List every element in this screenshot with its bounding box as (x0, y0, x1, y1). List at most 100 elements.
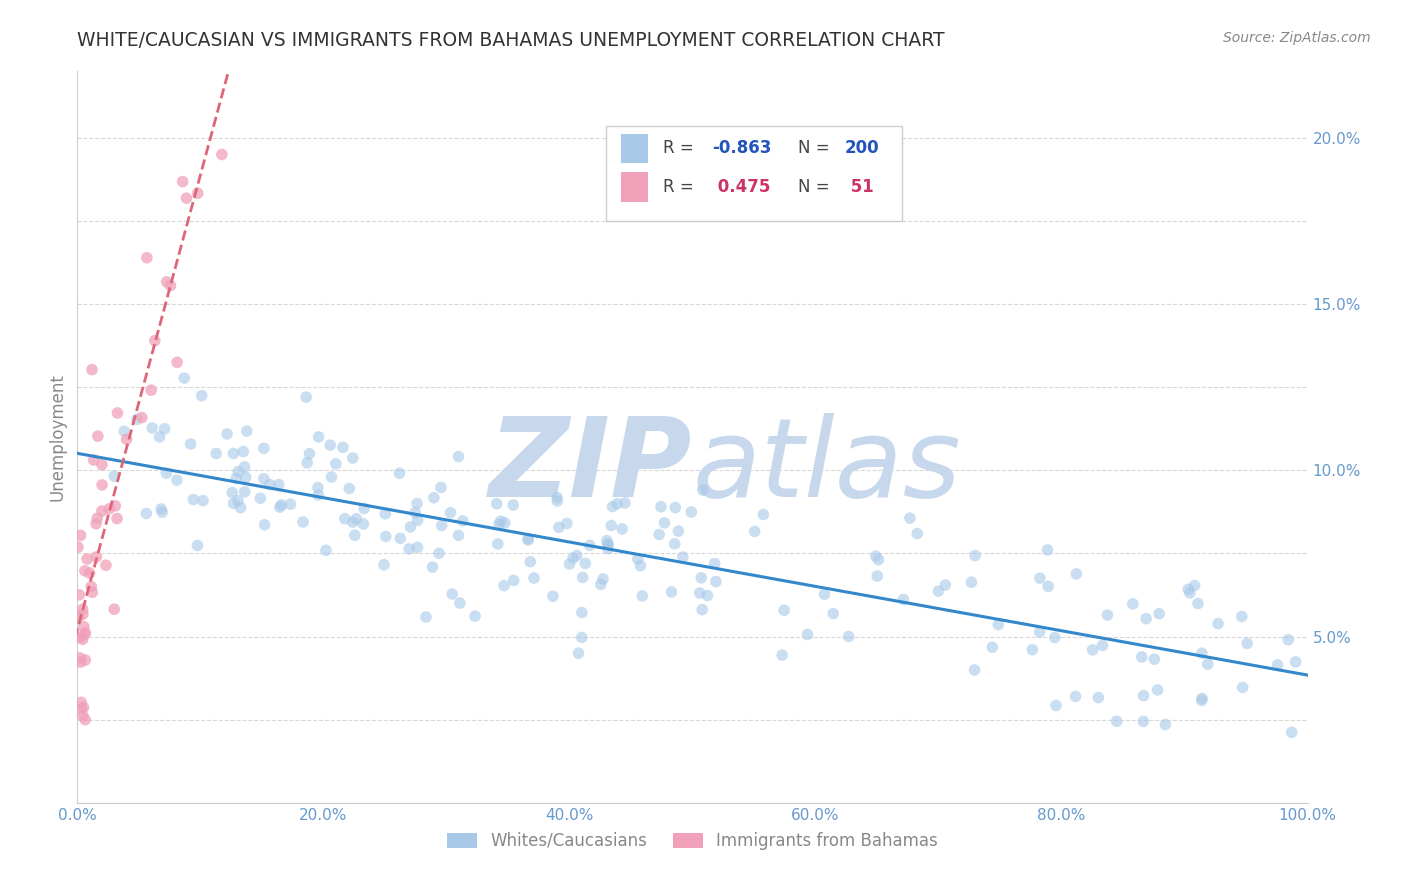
Point (1064, 690, 1087, 704)
Point (343, 528, 366, 542)
Point (215, 427, 238, 442)
Text: R =: R = (664, 178, 693, 196)
Point (72, 632, 94, 647)
Point (267, 477, 290, 491)
Point (1122, 597, 1144, 611)
Point (666, 524, 689, 538)
Point (72, 602, 94, 616)
Point (547, 520, 569, 534)
Point (502, 498, 524, 512)
Point (225, 471, 247, 485)
Point (571, 631, 593, 645)
Point (69, 630, 91, 644)
Point (960, 575, 983, 590)
Point (153, 422, 176, 436)
Point (596, 537, 619, 551)
Point (131, 410, 153, 425)
Point (672, 549, 695, 564)
Point (66, 540, 89, 554)
Point (1146, 682, 1168, 697)
Point (172, 175, 194, 189)
Point (596, 533, 619, 548)
Point (180, 437, 202, 451)
Point (1105, 714, 1128, 729)
Point (75, 653, 97, 667)
Point (1232, 681, 1254, 695)
Point (485, 497, 508, 511)
Point (69, 655, 91, 669)
Point (406, 541, 429, 555)
Point (1236, 636, 1258, 650)
Point (927, 584, 949, 599)
Point (115, 433, 138, 447)
Point (449, 596, 471, 610)
Point (744, 524, 766, 539)
Text: 200: 200 (845, 139, 880, 157)
Point (135, 507, 157, 521)
Point (934, 578, 956, 592)
Point (295, 390, 318, 404)
Point (574, 557, 596, 571)
Point (70, 695, 93, 709)
Point (965, 549, 987, 563)
Point (868, 552, 890, 566)
Text: N =: N = (799, 139, 830, 157)
Point (143, 334, 166, 348)
Point (70, 702, 93, 716)
Point (319, 438, 342, 452)
Point (205, 446, 228, 460)
Point (222, 496, 245, 510)
Point (159, 278, 181, 293)
Point (627, 552, 650, 566)
Point (1147, 607, 1170, 621)
Point (596, 541, 619, 556)
Text: Source: ZipAtlas.com: Source: ZipAtlas.com (1223, 31, 1371, 45)
Legend: Whites/Caucasians, Immigrants from Bahamas: Whites/Caucasians, Immigrants from Baham… (440, 825, 945, 856)
Point (1097, 608, 1119, 623)
Point (1029, 571, 1052, 585)
Point (91, 478, 114, 492)
Point (1154, 717, 1177, 731)
Bar (621, 172, 648, 202)
Point (898, 511, 921, 525)
Point (703, 557, 725, 571)
Point (72, 607, 94, 621)
Point (72, 709, 94, 723)
Point (441, 587, 464, 601)
Point (1191, 646, 1213, 660)
Point (690, 602, 713, 616)
Point (661, 585, 683, 599)
Point (80, 580, 103, 594)
Point (226, 465, 249, 479)
Point (427, 546, 450, 560)
Point (752, 508, 775, 522)
Point (1028, 624, 1050, 639)
Point (87, 429, 110, 443)
Point (415, 610, 437, 624)
Point (112, 424, 135, 438)
Point (150, 502, 173, 516)
Point (229, 500, 252, 515)
Point (523, 571, 546, 585)
Y-axis label: Unemployment: Unemployment (48, 373, 66, 501)
Point (141, 421, 163, 435)
Point (893, 592, 915, 607)
Point (373, 558, 395, 572)
Point (342, 451, 364, 466)
Point (519, 555, 541, 569)
Point (502, 574, 524, 588)
Point (562, 551, 585, 566)
Point (681, 505, 703, 519)
Point (1187, 597, 1209, 611)
Point (1036, 579, 1059, 593)
Text: -0.863: -0.863 (713, 139, 772, 157)
Point (704, 574, 727, 589)
Point (69, 651, 91, 665)
Point (447, 528, 470, 542)
Point (517, 533, 540, 547)
Point (1135, 611, 1157, 625)
Point (83, 453, 105, 467)
Point (541, 589, 564, 603)
Point (141, 383, 163, 397)
Point (292, 515, 315, 529)
